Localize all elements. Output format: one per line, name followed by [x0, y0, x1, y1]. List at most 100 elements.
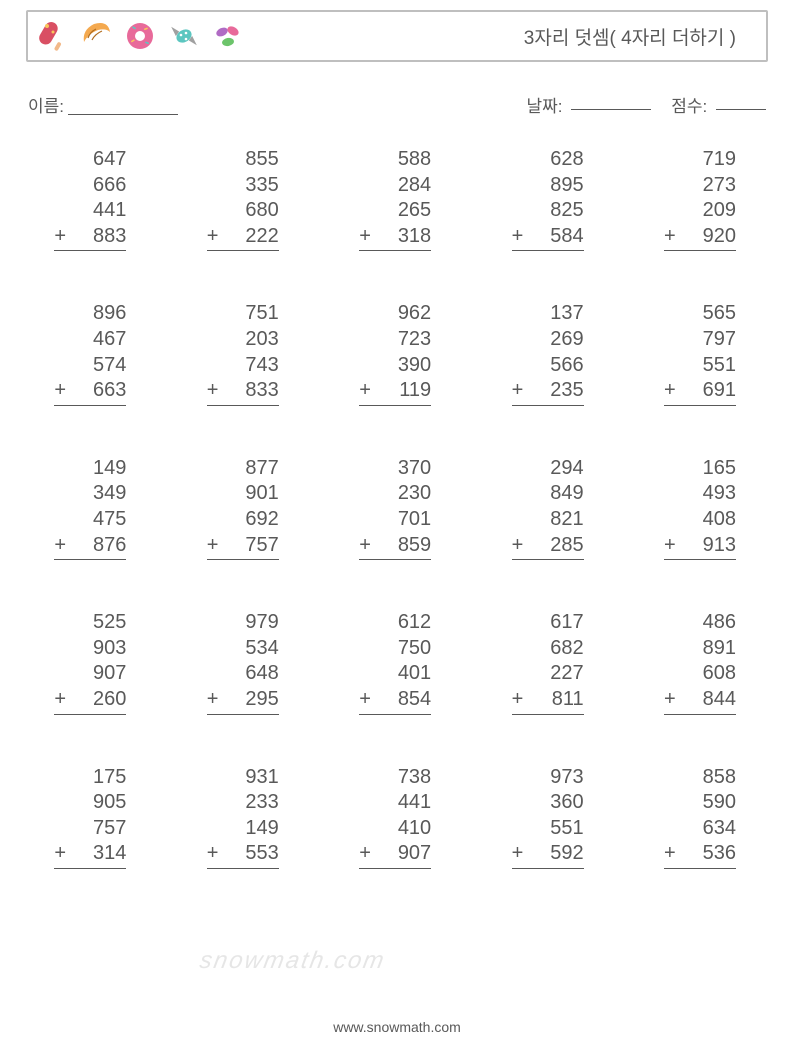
addend: 265 [359, 198, 431, 224]
addend: 588 [359, 147, 431, 173]
score-blank[interactable] [716, 109, 766, 110]
plus-sign: + [207, 533, 219, 559]
plus-sign: + [359, 533, 371, 559]
footer-url: www.snowmath.com [0, 1019, 794, 1035]
addend: 691 [703, 378, 736, 404]
addend: 905 [54, 790, 126, 816]
addition-problem: 486891608+844 [640, 610, 764, 714]
addition-problem: 294849821+285 [487, 456, 611, 560]
addend: 896 [54, 301, 126, 327]
addend: 230 [359, 481, 431, 507]
addend: 551 [512, 816, 584, 842]
addend: 757 [54, 816, 126, 842]
plus-sign: + [664, 378, 676, 404]
addend: 149 [207, 816, 279, 842]
plus-sign: + [54, 841, 66, 867]
addition-problem: 175905757+314 [30, 765, 154, 869]
last-addend-row: +854 [359, 687, 431, 715]
addend: 565 [664, 301, 736, 327]
last-addend-row: +913 [664, 533, 736, 561]
date-blank[interactable] [571, 109, 651, 110]
icon-row [34, 18, 246, 54]
donut-icon [122, 18, 158, 54]
addend: 335 [207, 173, 279, 199]
addend: 203 [207, 327, 279, 353]
addend: 314 [93, 841, 126, 867]
addition-problem: 149349475+876 [30, 456, 154, 560]
last-addend-row: +920 [664, 224, 736, 252]
addend: 475 [54, 507, 126, 533]
addend: 901 [207, 481, 279, 507]
addend: 592 [550, 841, 583, 867]
addition-problem: 855335680+222 [182, 147, 306, 251]
addend: 209 [664, 198, 736, 224]
addend: 844 [703, 687, 736, 713]
croissant-icon [78, 18, 114, 54]
addition-problem: 525903907+260 [30, 610, 154, 714]
plus-sign: + [54, 224, 66, 250]
addend: 663 [93, 378, 126, 404]
addend: 584 [550, 224, 583, 250]
addend: 648 [207, 661, 279, 687]
last-addend-row: +318 [359, 224, 431, 252]
name-blank[interactable] [68, 114, 178, 115]
score-label: 점수: [671, 97, 707, 116]
plus-sign: + [207, 378, 219, 404]
addition-problem: 896467574+663 [30, 301, 154, 405]
addend: 574 [54, 353, 126, 379]
last-addend-row: +691 [664, 378, 736, 406]
meta-row: 이름: 날짜: 점수: [26, 92, 768, 117]
last-addend-row: +553 [207, 841, 279, 869]
addition-problem: 979534648+295 [182, 610, 306, 714]
addend: 903 [54, 636, 126, 662]
last-addend-row: +907 [359, 841, 431, 869]
addend: 294 [512, 456, 584, 482]
last-addend-row: +235 [512, 378, 584, 406]
addend: 907 [398, 841, 431, 867]
addend: 486 [664, 610, 736, 636]
addend: 269 [512, 327, 584, 353]
worksheet-title: 3자리 덧셈( 4자리 더하기 ) [524, 23, 756, 50]
addend: 750 [359, 636, 431, 662]
plus-sign: + [207, 224, 219, 250]
addend: 284 [359, 173, 431, 199]
addend: 408 [664, 507, 736, 533]
addend: 701 [359, 507, 431, 533]
addend: 612 [359, 610, 431, 636]
meta-name: 이름: [28, 92, 178, 117]
addition-problem: 617682227+811 [487, 610, 611, 714]
last-addend-row: +844 [664, 687, 736, 715]
plus-sign: + [207, 687, 219, 713]
addend: 390 [359, 353, 431, 379]
addend: 553 [245, 841, 278, 867]
addend: 634 [664, 816, 736, 842]
last-addend-row: +833 [207, 378, 279, 406]
name-label: 이름: [28, 92, 64, 117]
meta-score: 점수: [671, 92, 766, 117]
addition-problem: 719273209+920 [640, 147, 764, 251]
last-addend-row: +285 [512, 533, 584, 561]
addend: 751 [207, 301, 279, 327]
addend: 692 [207, 507, 279, 533]
addend: 410 [359, 816, 431, 842]
addend: 149 [54, 456, 126, 482]
addend: 222 [245, 224, 278, 250]
addend: 797 [664, 327, 736, 353]
last-addend-row: +222 [207, 224, 279, 252]
addend: 757 [245, 533, 278, 559]
addend: 666 [54, 173, 126, 199]
plus-sign: + [664, 841, 676, 867]
plus-sign: + [359, 841, 371, 867]
plus-sign: + [512, 224, 524, 250]
last-addend-row: +584 [512, 224, 584, 252]
addend: 883 [93, 224, 126, 250]
last-addend-row: +260 [54, 687, 126, 715]
addition-problem: 858590634+536 [640, 765, 764, 869]
last-addend-row: +811 [512, 687, 584, 715]
plus-sign: + [664, 687, 676, 713]
addend: 119 [399, 378, 431, 404]
last-addend-row: +859 [359, 533, 431, 561]
addition-problem: 588284265+318 [335, 147, 459, 251]
addend: 931 [207, 765, 279, 791]
addend: 854 [398, 687, 431, 713]
